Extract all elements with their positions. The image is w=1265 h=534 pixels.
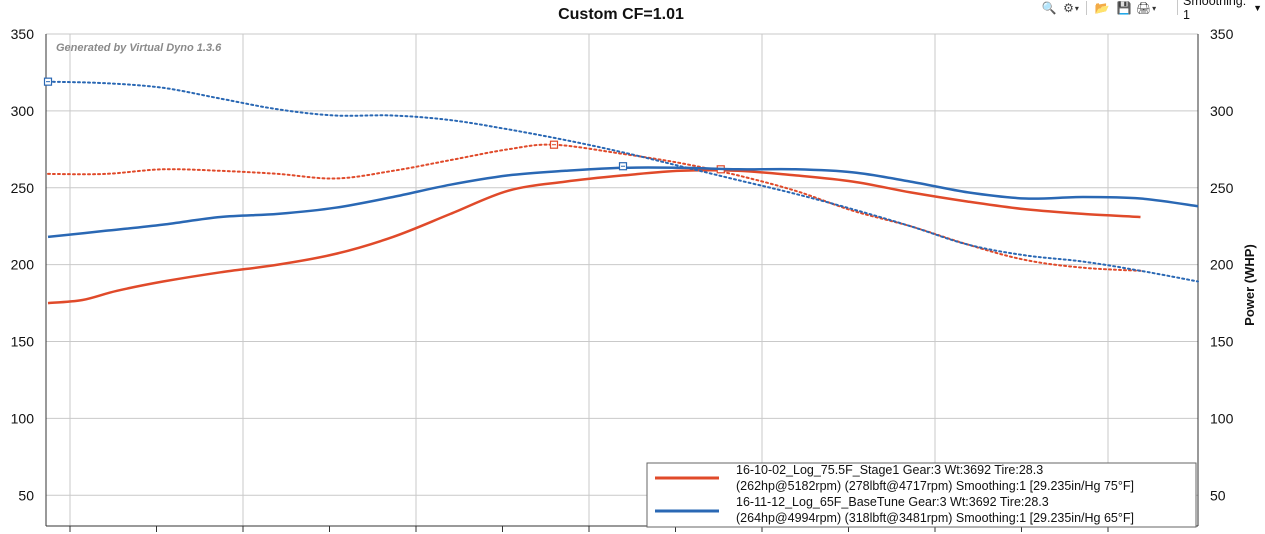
y-tick-label-left: 50 — [18, 487, 34, 503]
y-tick-label-right: 300 — [1210, 103, 1234, 119]
settings-icon[interactable]: ⚙ — [1062, 0, 1080, 16]
y-tick-label-right: 50 — [1210, 487, 1226, 503]
y-axis-label: Power (WHP) — [1242, 244, 1257, 326]
y-tick-label-right: 100 — [1210, 410, 1234, 426]
y-tick-label-left: 150 — [11, 334, 35, 350]
y-tick-label-right: 250 — [1210, 180, 1234, 196]
zoom-icon[interactable]: 🔍 — [1041, 1, 1057, 15]
y-tick-label-left: 300 — [11, 103, 35, 119]
folder-icon[interactable]: 📂 — [1094, 1, 1110, 15]
legend-entry-series-1: 16-10-02_Log_75.5F_Stage1 Gear:3 Wt:3692… — [736, 463, 1043, 477]
chart-title: Custom CF=1.01 — [558, 6, 684, 23]
legend-detail-series-1: (262hp@5182rpm) (278lbft@4717rpm) Smooth… — [736, 479, 1134, 493]
y-tick-label-right: 150 — [1210, 334, 1234, 350]
series-group — [43, 77, 1199, 305]
print-icon[interactable]: 🖨 — [1136, 0, 1155, 16]
y-axis-left: 50 100 150 200 250 300 350 — [11, 26, 35, 503]
watermark: Generated by Virtual Dyno 1.3.6 — [56, 42, 222, 54]
smoothing-dropdown[interactable]: Smoothing: 1 ▼ — [1177, 0, 1265, 22]
legend: 16-10-02_Log_75.5F_Stage1 Gear:3 Wt:3692… — [646, 462, 1197, 528]
plot-background — [46, 34, 1198, 526]
save-icon[interactable]: 💾 — [1116, 1, 1132, 15]
y-tick-label-right: 200 — [1210, 257, 1234, 273]
toolbar-divider — [1086, 1, 1087, 15]
smoothing-value: Smoothing: 1 — [1183, 0, 1247, 22]
grid — [45, 33, 1199, 527]
y-tick-label-left: 100 — [11, 410, 35, 426]
y-axis-right: 50 100 150 200 250 300 350 — [1210, 26, 1234, 503]
series-2-torque-line — [47, 80, 1199, 283]
legend-entry-series-2: 16-11-12_Log_65F_BaseTune Gear:3 Wt:3692… — [736, 495, 1049, 509]
chevron-down-icon: ▼ — [1253, 2, 1262, 13]
y-tick-label-left: 250 — [11, 180, 35, 196]
y-tick-label-left: 350 — [11, 26, 35, 42]
y-tick-label-left: 200 — [11, 257, 35, 273]
legend-detail-series-2: (264hp@4994rpm) (318lbft@3481rpm) Smooth… — [736, 511, 1134, 525]
y-tick-label-right: 350 — [1210, 26, 1234, 42]
series-1-power-line — [47, 169, 1141, 305]
chart-toolbar: 🔍 ⚙ 📂 💾 🖨 — [1040, 0, 1155, 16]
